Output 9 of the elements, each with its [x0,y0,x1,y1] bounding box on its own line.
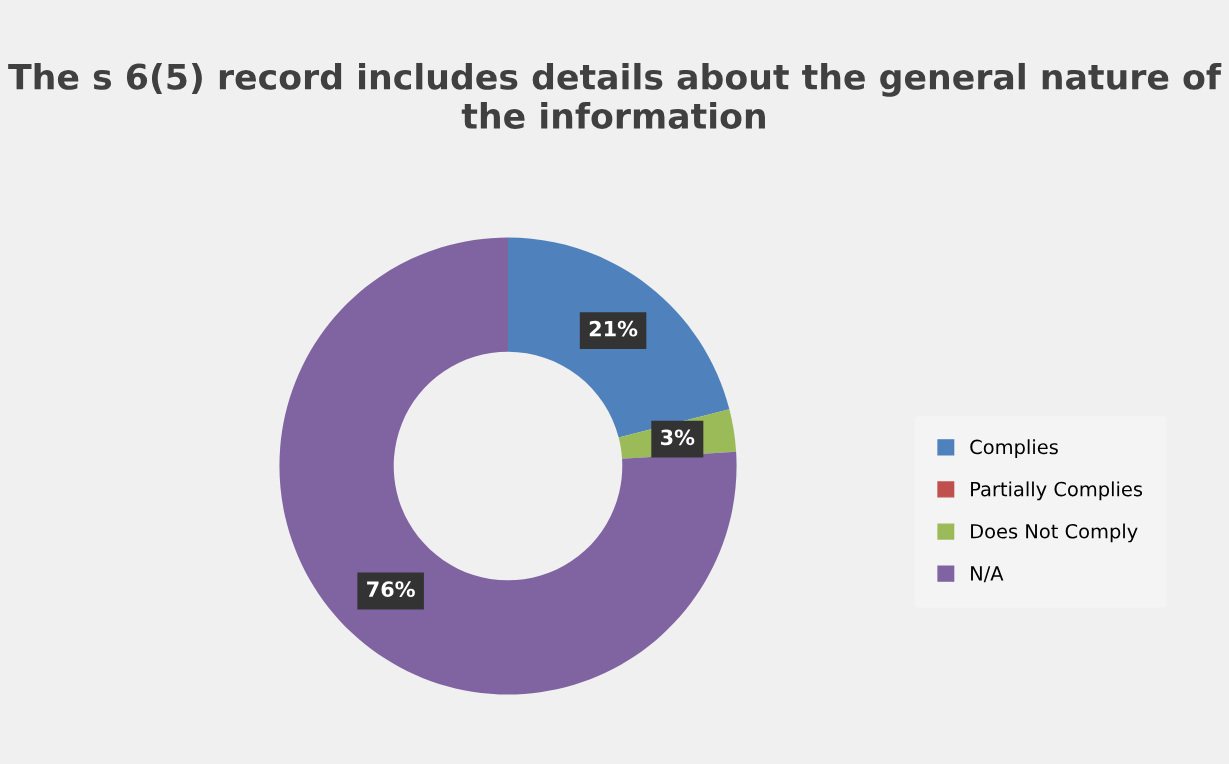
data-label: 76% [367,581,415,598]
legend-label: Complies [970,439,1058,459]
chart-title: The s 6(5) record includes details about the general nature of the information [8,62,1222,129]
legend-label: N/A [971,566,1004,583]
legend-label: Does Not Comply [971,523,1138,543]
data-label: 21% [589,320,638,337]
data-label: 3% [661,429,695,446]
donut-slice [279,237,737,695]
legend-label: Partially Complies [971,481,1143,501]
